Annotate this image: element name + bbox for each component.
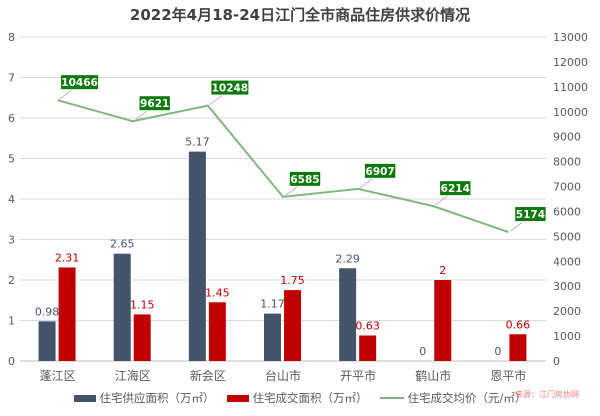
category-label: 新会区 [190,368,226,383]
supply-swatch-icon [73,394,96,402]
right-axis-tick: 10000 [553,106,588,119]
leader-line [209,95,223,105]
price-label-box [364,163,396,178]
chart-title: 2022年4月18-24日江门全市商品住房供求价情况 [129,6,471,24]
price-label-box [211,80,249,95]
price-value-label: 10466 [61,77,98,89]
supply-value-label: 5.17 [185,136,210,149]
supply-bar [113,253,131,361]
legend-item-deal: 住宅成交面积（万㎡） [226,390,368,406]
right-axis-tick: 1000 [553,330,581,343]
deal-value-label: 1.75 [280,274,305,287]
chart-plot: 0 1 2 3 4 5 6 7 8 0 1000 2000 3000 4000 5000 6000 7000 80… [8,31,588,383]
legend-item-price: 住宅成交均价（元/㎡） [379,390,527,406]
leader-line [284,186,298,197]
price-label-box [289,171,321,186]
legend-label-supply: 住宅供应面积（万㎡） [99,391,215,405]
supply-bar [339,268,357,361]
right-axis-tick: 11000 [553,81,588,94]
price-label-box [440,181,471,196]
left-axis-tick: 7 [8,72,15,85]
right-axis-tick: 3000 [553,280,581,293]
right-axis-tick: 0 [553,355,560,368]
deal-value-label: 2 [439,264,446,277]
supply-bar [38,321,56,361]
right-axis-tick: 12000 [553,56,588,69]
supply-bar [264,313,281,361]
right-axis-tick: 2000 [553,305,581,318]
category-label: 蓬江区 [40,369,76,383]
price-line [57,99,509,233]
price-value-label: 6907 [366,166,395,178]
category-label: 开平市 [340,368,376,383]
category-label: 台山市 [265,368,301,383]
price-value-label: 5174 [516,209,545,221]
price-value-label: 9621 [140,98,169,110]
price-value-label: 6585 [290,174,319,186]
deal-bar [133,314,151,361]
supply-bar [188,151,206,361]
right-axis-tick: 8000 [553,156,581,169]
leader-line [510,221,523,232]
right-axis-tick: 13000 [553,31,588,44]
price-line-icon [379,397,404,399]
deal-value-label: 1.15 [130,298,155,311]
supply-value-label: 0 [494,345,501,358]
leader-line [59,89,72,100]
legend-label-deal: 住宅成交面积（万㎡） [252,391,368,405]
deal-bar [359,335,377,361]
deal-bar [284,290,301,361]
deal-bar [434,280,452,361]
price-value-label: 10248 [212,83,249,95]
left-axis-tick: 1 [8,315,15,328]
deal-value-label: 2.31 [55,251,80,264]
deal-value-label: 1.45 [205,286,230,299]
price-label-box [515,207,546,222]
left-axis-tick: 6 [8,112,15,125]
source-note: 来源：江门房协网 [515,390,579,399]
price-label-box [139,96,170,111]
right-axis-tick: 9000 [553,131,581,144]
category-label: 江海区 [115,368,151,383]
right-axis-tick: 5000 [553,230,581,243]
left-axis-tick: 8 [8,31,15,44]
category-label: 鹤山市 [415,368,451,383]
supply-value-label: 2.29 [335,252,360,265]
supply-value-label: 2.65 [110,238,135,251]
deal-swatch-icon [226,394,249,402]
supply-value-label: 0.98 [35,305,60,318]
deal-value-label: 0.63 [355,319,380,332]
right-axis-tick: 4000 [553,255,581,268]
right-axis-tick: 6000 [553,205,581,218]
deal-bar [58,267,76,361]
supply-value-label: 1.17 [260,298,285,311]
price-value-label: 6214 [441,183,470,195]
supply-value-label: 0 [419,345,426,358]
legend-item-supply: 住宅供应面积（万㎡） [73,390,215,406]
left-axis-tick: 0 [8,355,15,368]
deal-bar [509,334,527,361]
left-axis-tick: 5 [8,153,15,166]
price-label-box [61,75,99,90]
leader-line [134,110,148,121]
deal-bar [208,302,226,361]
leader-line [434,195,448,206]
leader-line [359,178,373,189]
left-axis-tick: 4 [8,193,15,206]
legend: 住宅供应面积（万㎡） 住宅成交面积（万㎡） 住宅成交均价（元/㎡） [0,390,600,406]
category-label: 恩平市 [490,368,526,383]
deal-value-label: 0.66 [506,318,531,331]
right-axis-tick: 7000 [553,181,581,194]
left-axis-tick: 2 [8,274,15,287]
left-axis-tick: 3 [8,234,15,247]
legend-label-price: 住宅成交均价（元/㎡） [407,391,527,405]
